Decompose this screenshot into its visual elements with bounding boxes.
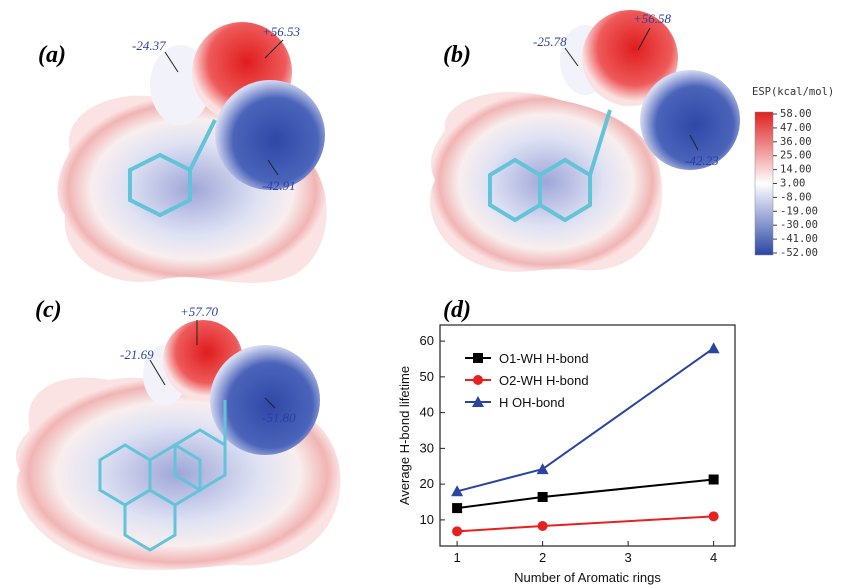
colorbar-tick-label: 58.00 [780,108,812,120]
data-point [538,521,548,531]
esp-negative [215,80,325,190]
esp-annotation: +57.70 [180,304,219,319]
x-tick-label: 2 [539,550,546,565]
colorbar-tick-label: 14.00 [780,164,812,176]
y-tick-label: 60 [420,333,434,348]
colorbar-tick-label: 3.00 [780,178,805,190]
panel-label: (b) [443,42,471,68]
data-point [537,463,549,474]
data-point [709,511,719,521]
esp-cloud [430,92,662,272]
colorbar-ticks: 58.00 47.00 36.00 25.00 14.00 3.00-8.00 -19.00… [773,108,818,259]
colorbar-tick-label: -30.00 [780,219,818,231]
colorbar [755,112,773,255]
figure: (a) (b) (c) (d) -24.37 +56.53 -42.91 -25… [0,0,845,585]
esp-annotation: -25.78 [533,34,567,49]
esp-annotation: -42.91 [262,178,296,193]
legend-marker [473,375,483,385]
data-point [452,526,462,536]
colorbar-tick-label: -52.00 [780,247,818,259]
legend-label: O2-WH H-bond [499,373,589,388]
esp-annotation: -24.37 [132,38,166,53]
colorbar-tick-label: 36.00 [780,136,812,148]
esp-annotation: +56.53 [262,24,301,39]
panel-label: (a) [38,42,66,68]
data-point [708,342,720,353]
legend-label: O1-WH H-bond [499,351,589,366]
y-tick-label: 20 [420,476,434,491]
panel-label: (d) [443,297,471,323]
y-tick-label: 50 [420,369,434,384]
y-tick-label: 30 [420,440,434,455]
series-line [457,348,714,491]
legend-marker [473,353,483,363]
y-tick-label: 40 [420,405,434,420]
colorbar-tick-label: 47.00 [780,122,812,134]
colorbar-tick-label: -41.00 [780,233,818,245]
data-point [538,492,548,502]
x-tick-label: 4 [710,550,717,565]
x-tick-label: 1 [453,550,460,565]
data-point [452,503,462,513]
y-tick-label: 10 [420,512,434,527]
molecule-a [57,22,326,283]
esp-annotation: -21.69 [120,347,154,362]
x-axis-label: Number of Aromatic rings [514,570,661,585]
panel-label: (c) [35,297,62,323]
legend-label: H OH-bond [499,395,565,410]
y-axis-label: Average H-bond lifetime [397,366,412,505]
data-point [709,474,719,484]
series-line [457,516,714,531]
series-line [457,479,714,508]
molecule-c [16,320,341,570]
colorbar-title: ESP(kcal/mol) [752,86,834,98]
line-chart: 10 20 30 40 50 60 1 2 3 4 Number of Aromatic rings… [397,325,735,585]
colorbar-tick-label: -8.00 [780,191,812,203]
colorbar-tick-label: 25.00 [780,150,812,162]
esp-annotation: -42.23 [685,153,719,168]
colorbar-tick-label: -19.00 [780,205,818,217]
esp-annotation: -51.80 [262,410,296,425]
x-tick-label: 3 [624,550,631,565]
esp-annotation: +56.58 [633,11,672,26]
